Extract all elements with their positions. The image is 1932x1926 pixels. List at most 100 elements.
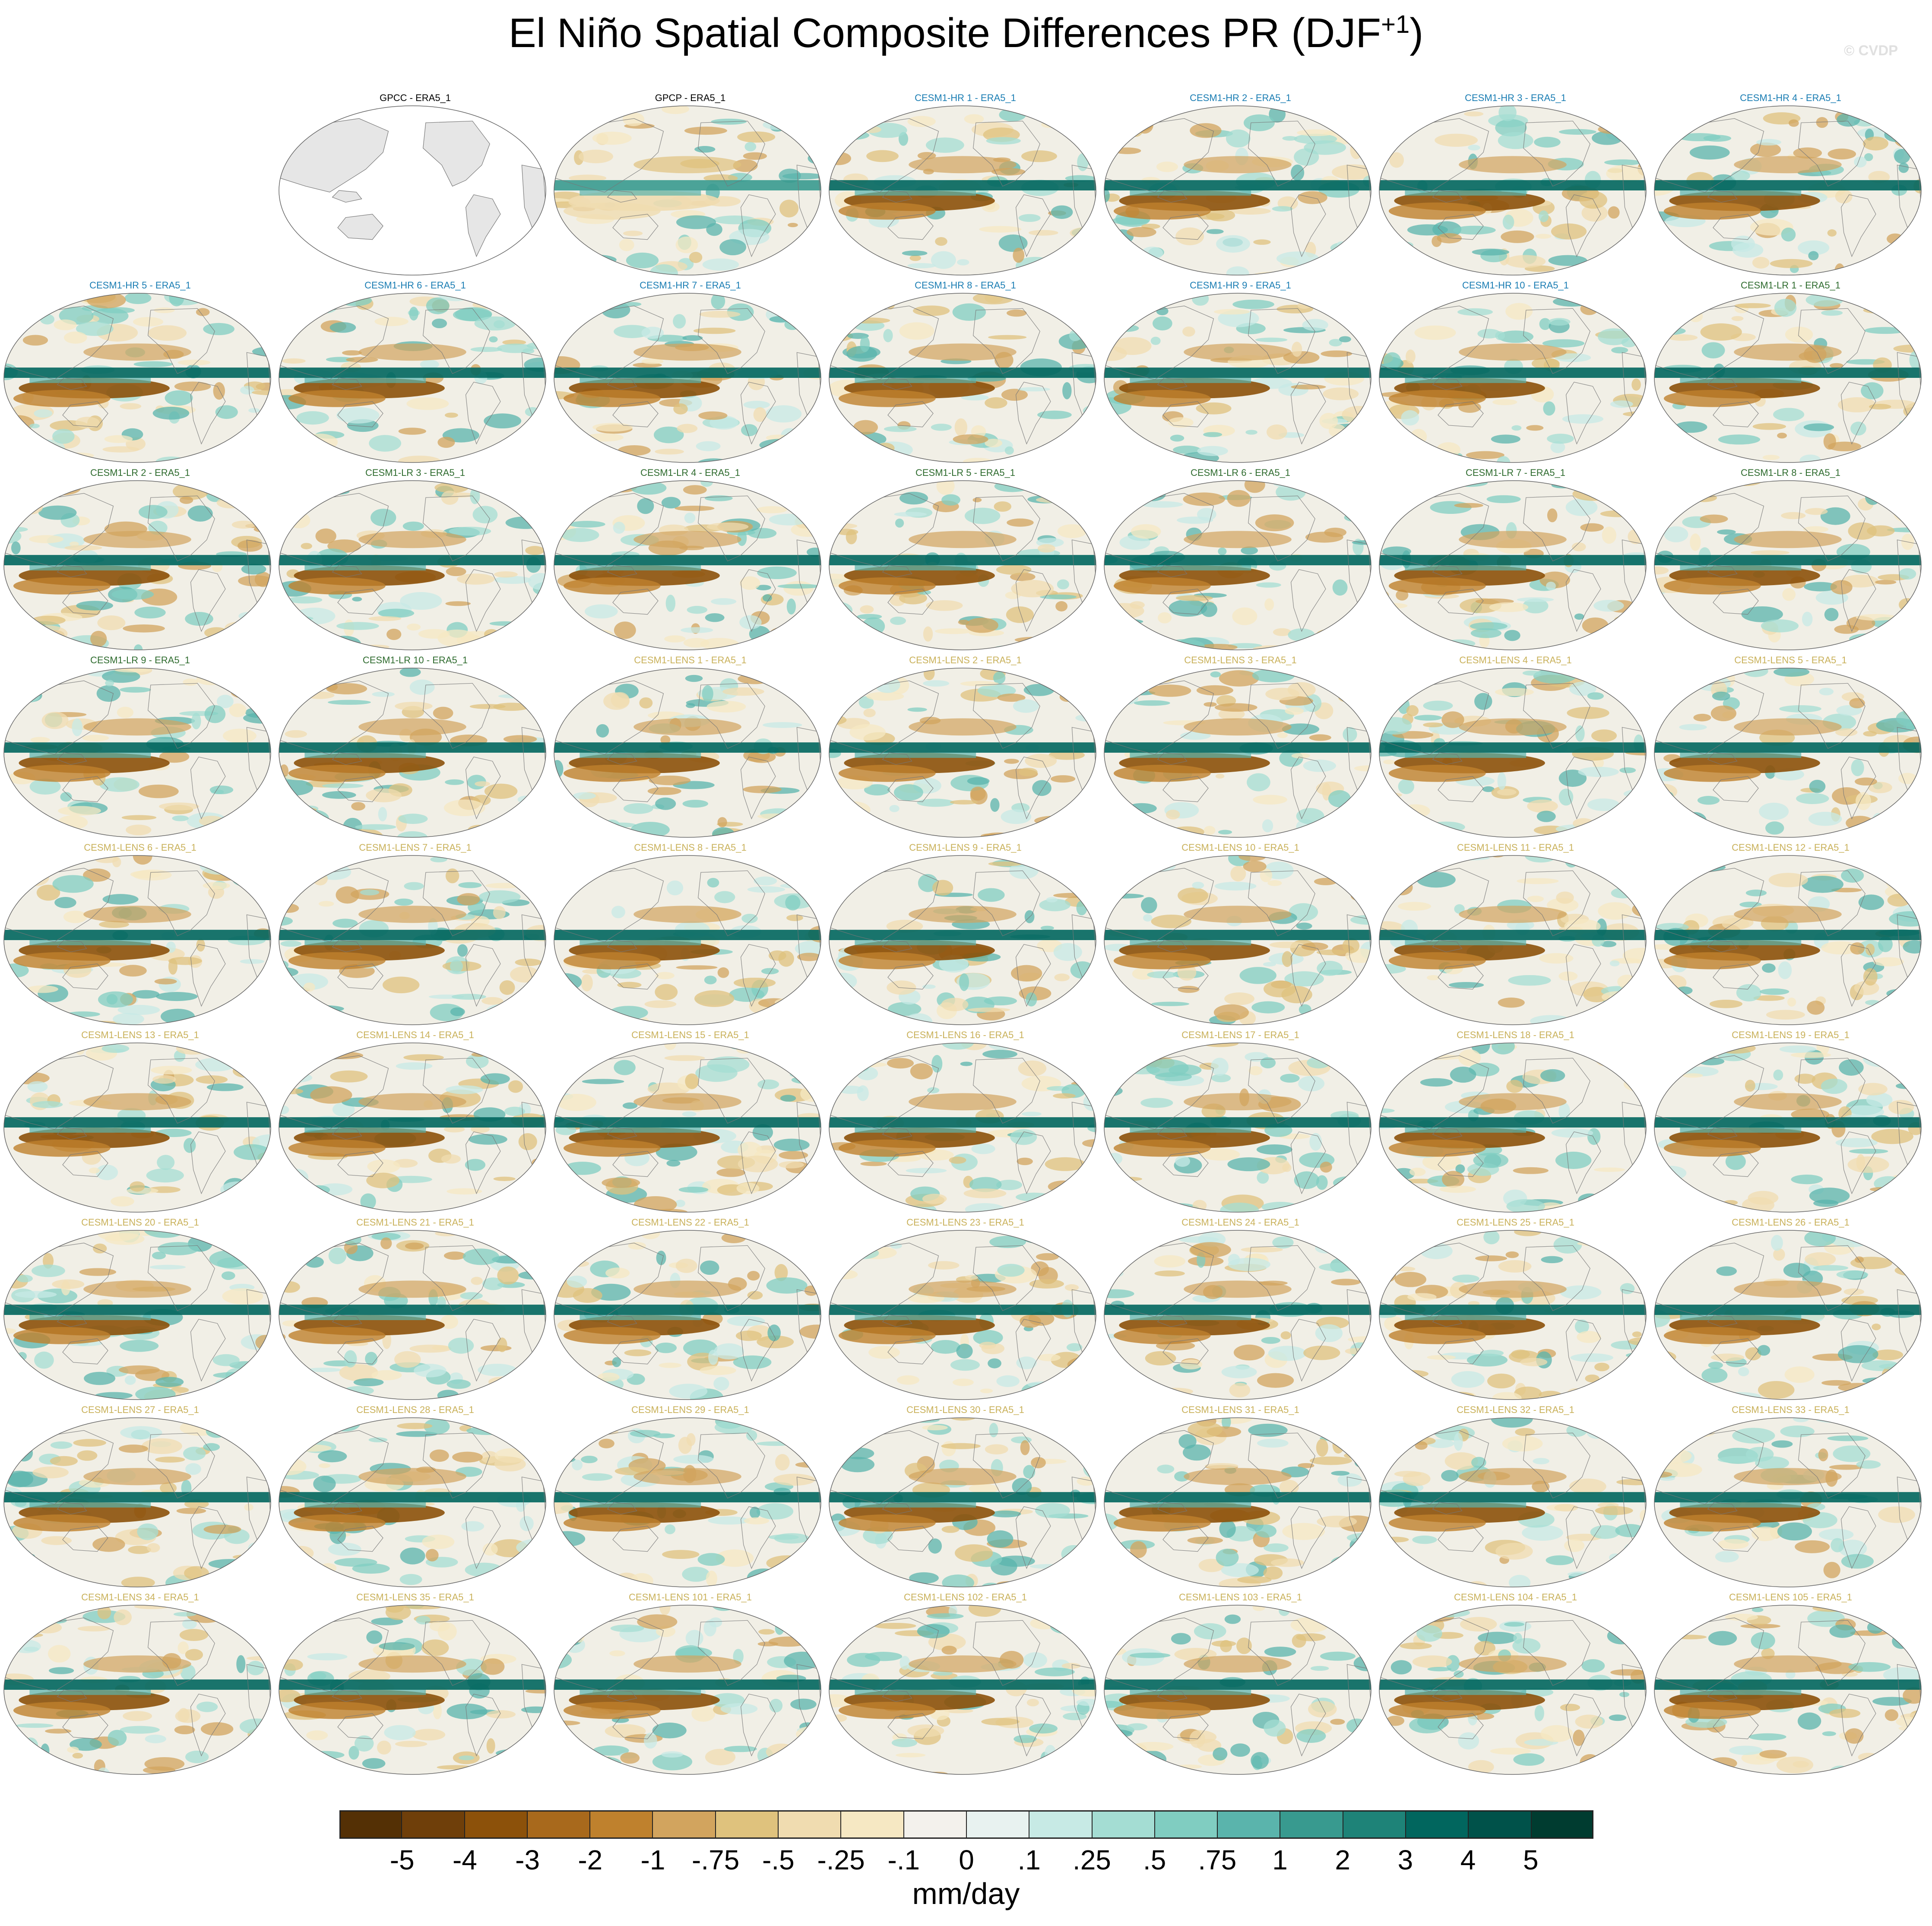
panel-title: CESM1-LENS 3 - ERA5_1 [1184, 655, 1297, 665]
precip-difference-map [554, 293, 821, 463]
panel-title: CESM1-LENS 13 - ERA5_1 [81, 1030, 199, 1040]
precip-difference-map [1379, 668, 1647, 838]
colorbar-tick-label: -.5 [762, 1844, 795, 1875]
colorbar-tick-label: .75 [1198, 1844, 1237, 1875]
precip-difference-map [1104, 1042, 1371, 1213]
map-panel: CESM1-LENS 22 - ERA5_1 [553, 1217, 828, 1404]
map-panel: CESM1-LENS 26 - ERA5_1 [1653, 1217, 1928, 1404]
map-panel: CESM1-HR 7 - ERA5_1 [553, 280, 828, 467]
panel-title: CESM1-LENS 25 - ERA5_1 [1457, 1217, 1574, 1228]
colorbar-box [1343, 1810, 1406, 1839]
precip-difference-map [279, 855, 546, 1025]
panel-title: CESM1-LENS 31 - ERA5_1 [1181, 1404, 1299, 1415]
panel-title: CESM1-LENS 34 - ERA5_1 [81, 1592, 199, 1603]
map-panel: CESM1-LR 7 - ERA5_1 [1378, 467, 1653, 655]
precip-difference-map [3, 293, 271, 463]
panel-title: CESM1-LR 10 - ERA5_1 [362, 655, 468, 665]
precip-difference-map [3, 1417, 271, 1587]
colorbar-tick-label: 5 [1523, 1844, 1539, 1875]
panel-title: CESM1-LENS 28 - ERA5_1 [356, 1404, 474, 1415]
precip-difference-map [1379, 855, 1647, 1025]
map-panel: CESM1-LENS 5 - ERA5_1 [1653, 655, 1928, 842]
precip-difference-map [1104, 480, 1371, 650]
colorbar-box [1469, 1810, 1532, 1839]
panel-title: CESM1-LR 6 - ERA5_1 [1190, 467, 1291, 478]
precip-difference-map [829, 1042, 1096, 1213]
panel-title: CESM1-HR 4 - ERA5_1 [1740, 92, 1841, 103]
map-panel: CESM1-LENS 104 - ERA5_1 [1378, 1592, 1653, 1779]
panel-title: CESM1-LENS 9 - ERA5_1 [909, 842, 1022, 853]
map-panel: GPCC - ERA5_1 [278, 92, 553, 280]
colorbar-tick-label: 1 [1272, 1844, 1288, 1875]
colorbar-box [339, 1810, 402, 1839]
precip-difference-map [1104, 855, 1371, 1025]
map-panel: CESM1-LENS 105 - ERA5_1 [1653, 1592, 1928, 1779]
figure-title: El Niño Spatial Composite Differences PR… [508, 10, 1424, 56]
precip-difference-map [1654, 293, 1922, 463]
map-panel: CESM1-LENS 35 - ERA5_1 [278, 1592, 553, 1779]
precip-difference-map [554, 1417, 821, 1587]
map-panel: CESM1-LENS 33 - ERA5_1 [1653, 1404, 1928, 1592]
map-panel: CESM1-LENS 16 - ERA5_1 [828, 1030, 1103, 1217]
precip-difference-map [3, 1230, 271, 1400]
precip-difference-map [1104, 1230, 1371, 1400]
precip-difference-map [829, 1605, 1096, 1775]
panel-title: CESM1-HR 6 - ERA5_1 [364, 280, 466, 291]
precip-difference-map [1104, 105, 1371, 276]
cvdp-credit: © CVDP [1844, 42, 1898, 58]
precip-difference-map [554, 105, 821, 276]
map-panel: CESM1-LENS 4 - ERA5_1 [1378, 655, 1653, 842]
panel-title: CESM1-LENS 24 - ERA5_1 [1181, 1217, 1299, 1228]
map-panel: CESM1-LR 9 - ERA5_1 [3, 655, 278, 842]
panel-title: CESM1-LENS 8 - ERA5_1 [634, 842, 747, 853]
precip-difference-map [1379, 1605, 1647, 1775]
panel-title: CESM1-LENS 35 - ERA5_1 [356, 1592, 474, 1603]
panel-title: CESM1-HR 7 - ERA5_1 [640, 280, 741, 291]
map-panel: CESM1-HR 2 - ERA5_1 [1103, 92, 1378, 280]
map-panel: CESM1-LENS 23 - ERA5_1 [828, 1217, 1103, 1404]
map-panel: CESM1-HR 10 - ERA5_1 [1378, 280, 1653, 467]
panel-title: CESM1-LENS 104 - ERA5_1 [1454, 1592, 1577, 1603]
map-panel: CESM1-LENS 24 - ERA5_1 [1103, 1217, 1378, 1404]
map-panel: CESM1-LENS 18 - ERA5_1 [1378, 1030, 1653, 1217]
panel-title: CESM1-LR 8 - ERA5_1 [1740, 467, 1841, 478]
colorbar-box [1531, 1810, 1593, 1839]
precip-difference-map [1104, 1605, 1371, 1775]
map-panel: CESM1-LENS 101 - ERA5_1 [553, 1592, 828, 1779]
panel-title: CESM1-LENS 29 - ERA5_1 [631, 1404, 749, 1415]
panel-title: CESM1-LENS 14 - ERA5_1 [356, 1030, 474, 1040]
panel-title: CESM1-LENS 1 - ERA5_1 [634, 655, 747, 665]
precip-difference-map [3, 1605, 271, 1775]
colorbar-tick-label: -5 [390, 1844, 415, 1875]
map-panel: CESM1-HR 8 - ERA5_1 [828, 280, 1103, 467]
panel-title: CESM1-HR 9 - ERA5_1 [1190, 280, 1291, 291]
colorbar-box [716, 1810, 779, 1839]
colorbar-box [904, 1810, 967, 1839]
precip-difference-map [829, 1417, 1096, 1587]
precip-difference-map [1379, 105, 1647, 276]
precip-difference-map [279, 1042, 546, 1213]
panel-title: CESM1-LENS 17 - ERA5_1 [1181, 1030, 1299, 1040]
map-panel: CESM1-HR 5 - ERA5_1 [3, 280, 278, 467]
panel-title: GPCP - ERA5_1 [655, 92, 726, 103]
precip-difference-map [1654, 855, 1922, 1025]
map-panel: CESM1-LENS 17 - ERA5_1 [1103, 1030, 1378, 1217]
precip-difference-map [279, 668, 546, 838]
map-panel: CESM1-LR 10 - ERA5_1 [278, 655, 553, 842]
colorbar-tick-label: -.25 [817, 1844, 865, 1875]
map-panel: CESM1-LENS 25 - ERA5_1 [1378, 1217, 1653, 1404]
precip-difference-map [1654, 1042, 1922, 1213]
precip-difference-map [1654, 480, 1922, 650]
map-panel: CESM1-LR 2 - ERA5_1 [3, 467, 278, 655]
map-panel: CESM1-LENS 20 - ERA5_1 [3, 1217, 278, 1404]
colorbar-units: mm/day [912, 1877, 1020, 1910]
map-panel: CESM1-LENS 29 - ERA5_1 [553, 1404, 828, 1592]
panel-title: CESM1-LENS 27 - ERA5_1 [81, 1404, 199, 1415]
map-panel: CESM1-LENS 12 - ERA5_1 [1653, 842, 1928, 1030]
panel-title: CESM1-HR 8 - ERA5_1 [915, 280, 1016, 291]
map-panel: CESM1-LENS 3 - ERA5_1 [1103, 655, 1378, 842]
colorbar-box [1155, 1810, 1218, 1839]
colorbar-box [779, 1810, 842, 1839]
precip-difference-map [829, 105, 1096, 276]
precip-difference-map [1654, 105, 1922, 276]
